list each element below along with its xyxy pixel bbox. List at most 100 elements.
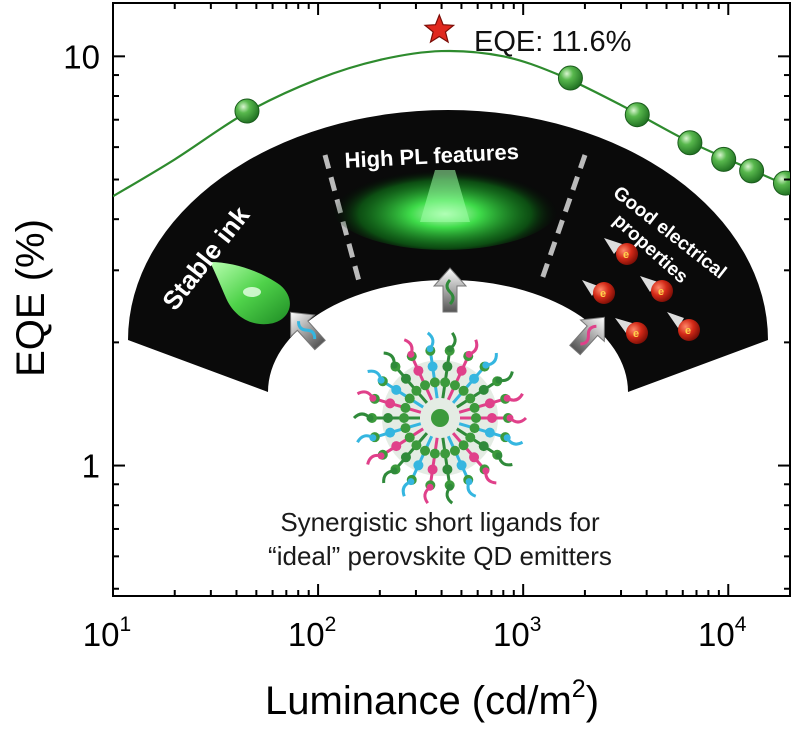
- qd-atom: [442, 361, 453, 372]
- qd-ligand-stem: [380, 427, 424, 458]
- qd-atom: [484, 398, 495, 409]
- qd-atom: [420, 445, 431, 456]
- qd-atom: [465, 432, 476, 443]
- pl-beam: [420, 170, 470, 222]
- qd-atom: [478, 384, 489, 395]
- y-axis-title: EQE (%): [9, 219, 53, 377]
- quantum-dot-illustration: [352, 331, 528, 505]
- qd-atom: [449, 445, 460, 456]
- qd-ligand-head: [446, 483, 454, 491]
- qd-atom: [404, 432, 415, 443]
- qd-atom: [429, 377, 440, 388]
- svg-text:e: e: [600, 288, 606, 300]
- qd-atom: [391, 384, 402, 395]
- qd-atom: [469, 452, 480, 463]
- x-tick-label: 102: [288, 613, 336, 653]
- qd-ligand-head: [446, 345, 454, 353]
- qd-ligand-head: [495, 452, 503, 460]
- electron-group: e e e e e: [582, 238, 700, 344]
- x-tick-label: 103: [493, 613, 541, 653]
- x-tick-label: 101: [83, 613, 131, 653]
- qd-atom: [427, 464, 438, 475]
- electron-icon: e: [604, 238, 638, 265]
- qd-ligand-stem: [409, 353, 434, 401]
- qd-atom: [487, 413, 497, 423]
- qd-atom: [411, 385, 422, 396]
- qd-atom: [469, 402, 480, 413]
- qd-ligand-head: [377, 452, 385, 460]
- qd-atom: [400, 402, 411, 413]
- qd-atom: [399, 413, 409, 423]
- qd-ligand-stem: [372, 422, 422, 440]
- qd-ligand-head: [465, 350, 473, 358]
- qd-atom: [449, 380, 460, 391]
- caption-line-2: “ideal” perovskite QD emitters: [268, 541, 612, 571]
- qd-ligand-stem: [441, 348, 452, 399]
- qd-ligand-head: [495, 376, 503, 384]
- qd-atom: [420, 380, 431, 391]
- qd-atom: [385, 427, 396, 438]
- qd-atom: [391, 441, 402, 452]
- qd-ligand-head: [506, 414, 514, 422]
- data-point-sphere: [772, 170, 790, 196]
- qd-atom: [469, 373, 480, 384]
- electron-icon: e: [667, 312, 700, 341]
- qd-ligand-head: [390, 361, 398, 369]
- qd-ligand-head: [503, 434, 511, 442]
- qd-ligand-head: [407, 478, 415, 486]
- qd-atom: [385, 398, 396, 409]
- qd-atom: [413, 365, 424, 376]
- arrow-to-stable-ink: [290, 311, 326, 351]
- y-tick-label: 10: [63, 38, 100, 75]
- qd-ligand-stem: [409, 435, 434, 483]
- data-point-sphere: [624, 102, 650, 128]
- qd-atom: [471, 413, 481, 423]
- qd-ligand-head: [426, 483, 434, 491]
- ink-drop-icon: [210, 262, 290, 325]
- svg-text:e: e: [633, 328, 639, 340]
- qd-ligand-stem: [458, 396, 508, 414]
- qd-ligand-stem: [458, 422, 508, 440]
- qd-atom: [404, 393, 415, 404]
- qd-atom: [469, 423, 480, 434]
- qd-ligand-head: [407, 350, 415, 358]
- qd-atom: [400, 373, 411, 384]
- qd-atom: [440, 377, 451, 388]
- qd-ligand-stem: [446, 435, 471, 483]
- qd-ligand-stem: [380, 378, 424, 409]
- qd-ligand-head: [369, 394, 377, 402]
- arrow-to-electrical: [569, 316, 605, 356]
- x-axis-title: Luminance (cd/m2): [265, 675, 599, 723]
- qd-atom: [440, 448, 451, 459]
- qd-ligand-head: [377, 376, 385, 384]
- eqe-annotation: EQE: 11.6%: [474, 26, 631, 58]
- data-point-sphere: [234, 98, 260, 124]
- qd-center-atom: [431, 409, 449, 427]
- y-tick-label: 1: [82, 448, 100, 485]
- qd-ligand-stem: [456, 427, 500, 458]
- x-tick-label: 104: [698, 613, 747, 653]
- qd-atom: [458, 385, 469, 396]
- data-point-sphere: [711, 146, 737, 172]
- qd-ligand-head: [390, 467, 398, 475]
- qd-ligand-head: [369, 434, 377, 442]
- qd-ligand-head: [503, 394, 511, 402]
- svg-text:e: e: [685, 325, 691, 337]
- qd-atom: [427, 361, 438, 372]
- electron-icon: e: [615, 318, 648, 344]
- data-layer: [113, 13, 790, 198]
- qd-ligand-head: [366, 414, 374, 422]
- caption-line-1: Synergistic short ligands for: [280, 507, 600, 537]
- qd-ligand-stem: [393, 364, 429, 404]
- qd-atom: [478, 441, 489, 452]
- data-point-sphere: [677, 130, 703, 156]
- qd-atom: [400, 423, 411, 434]
- axes: 101 102 103 104 1 10: [63, 3, 791, 653]
- svg-text:e: e: [658, 286, 664, 298]
- qd-ligand-stem: [451, 432, 487, 472]
- qd-atom: [411, 440, 422, 451]
- qd-ligand-head: [482, 361, 490, 369]
- qd-ligand-head: [426, 345, 434, 353]
- data-point-sphere: [739, 158, 765, 184]
- qd-atom: [456, 460, 467, 471]
